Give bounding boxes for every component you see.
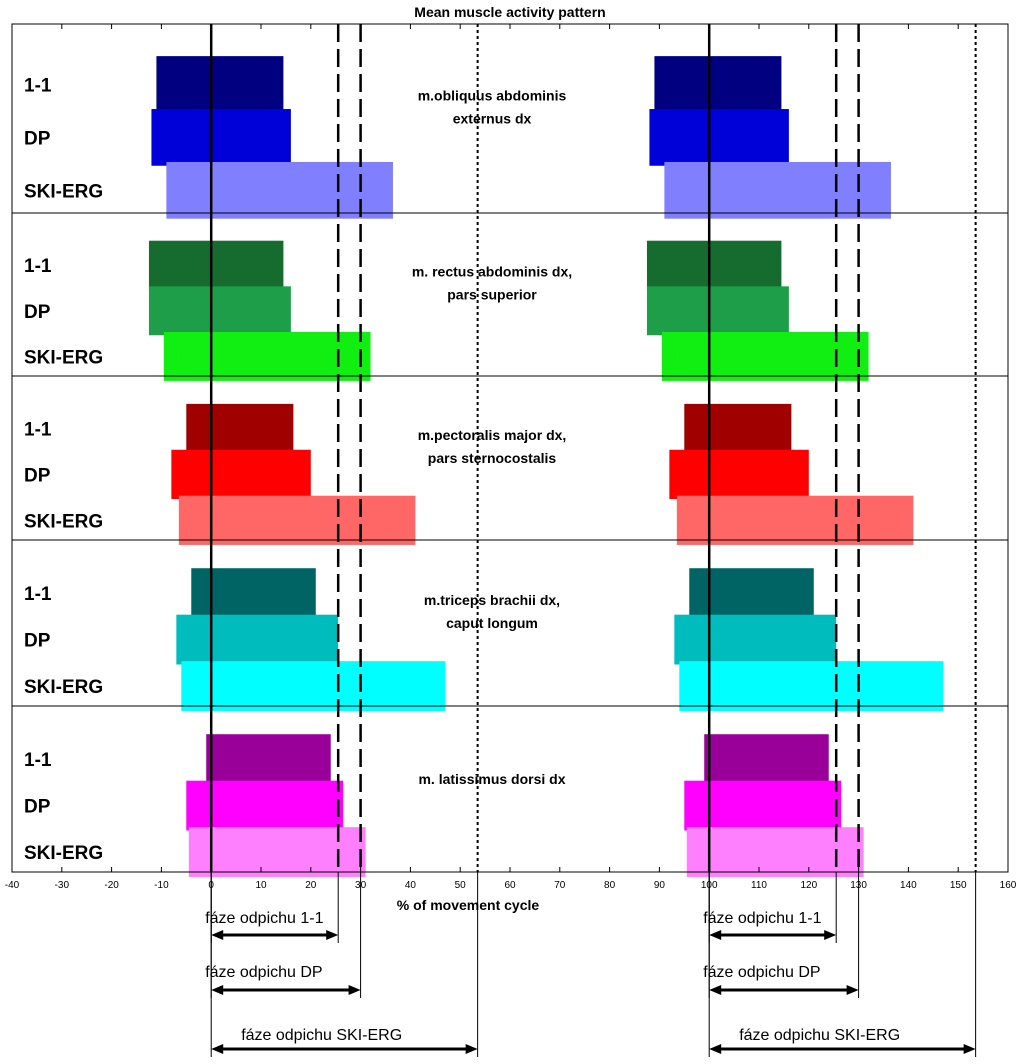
phase-arrow-head [326,930,339,940]
x-tick-label: 140 [900,880,917,891]
phase-arrow-head [709,930,722,940]
x-tick-label: 70 [554,880,566,891]
technique-label-dp: DP [24,302,51,323]
x-tick-label: 40 [405,880,417,891]
x-tick-label: -30 [55,880,70,891]
activity-bar-ski-erg [181,348,356,365]
technique-label-1-1: 1-1 [24,256,52,277]
phase-arrow-head [709,985,722,995]
activity-bar-dp [714,797,804,815]
phase-arrow-head [211,1044,224,1054]
activity-bar-1-1 [203,584,291,602]
muscle-name: externus dx [453,111,532,127]
phase-arrow-head [709,1044,722,1054]
x-tick-label: -10 [154,880,169,891]
phase-arrow-head [348,985,361,995]
activity-bar-1-1 [186,256,247,274]
row-labels: 1-1 DP SKI-ERG 1-1 DP SKI-ERG 1-1 DP SKI-ERG 1-1 D… [24,75,103,864]
x-tick-label: -40 [5,880,20,891]
technique-label-dp: DP [24,465,51,486]
x-tick-label: 150 [950,880,967,891]
technique-label-dp: DP [24,631,51,652]
technique-label-1-1: 1-1 [24,584,52,605]
phase-annotations: fáze odpichu 1-1 fáze odpichu DP fáze odpi… [205,872,977,1057]
technique-label-ski-erg: SKI-ERG [24,181,103,202]
x-tick-label: 10 [255,880,267,891]
technique-label-dp: DP [24,797,51,818]
phase-arrow-head [211,985,224,995]
activity-bar-ski-erg [201,511,393,529]
technique-label-ski-erg: SKI-ERG [24,347,103,368]
activity-bar-1-1 [701,584,789,602]
activity-bar-ski-erg [699,511,891,529]
x-axis-label: % of movement cycle [397,897,540,913]
technique-label-1-1: 1-1 [24,419,52,440]
muscle-name: m.pectoralis major dx, [418,427,567,443]
phase-arrow-head [211,930,224,940]
bars-layer [148,56,944,877]
activity-bar-1-1 [201,74,252,95]
activity-bar-1-1 [719,420,759,437]
phase-arrow-head [465,1044,478,1054]
muscle-name: pars superior [447,287,537,303]
activity-bar-1-1 [716,750,794,768]
phase-label: fáze odpichu 1-1 [703,910,821,927]
phase-label: fáze odpichu 1-1 [205,910,323,927]
activity-bar-ski-erg [691,180,857,200]
activity-bar-dp [196,127,242,148]
activity-bar-dp [699,466,769,483]
muscle-names: m.obliquus abdominis externus dx m. rectus… [412,88,572,788]
activity-bar-dp [201,631,296,649]
activity-bar-1-1 [221,420,261,437]
phase-label: fáze odpichu SKI-ERG [739,1027,900,1044]
plot-frame [11,23,1009,873]
activity-bar-dp [684,302,740,320]
activity-bar-1-1 [218,750,296,768]
activity-bar-ski-erg [696,677,924,695]
x-tick-label: 160 [1000,880,1017,891]
x-tick-label: 90 [654,880,666,891]
activity-bar-1-1 [684,256,745,274]
technique-label-1-1: 1-1 [24,750,52,771]
x-tick-label: 120 [800,880,817,891]
phase-label: fáze odpichu SKI-ERG [241,1027,402,1044]
reference-lines [209,24,977,872]
activity-bar-ski-erg [721,843,809,861]
activity-bar-dp [201,466,271,483]
x-tick-label: 60 [504,880,516,891]
x-tick-label: 110 [751,880,767,891]
activity-bar-ski-erg [679,348,854,365]
technique-label-ski-erg: SKI-ERG [24,677,103,698]
x-tick-label: 50 [455,880,467,891]
phase-label: fáze odpichu DP [205,964,322,981]
x-tick-label: -20 [104,880,119,891]
activity-bar-ski-erg [193,180,359,200]
chart-title: Mean muscle activity pattern [414,4,605,20]
activity-bar-dp [694,127,740,148]
phase-label: fáze odpichu DP [703,964,820,981]
muscle-name: m. latissimus dorsi dx [418,771,565,787]
muscle-name: m.triceps brachii dx, [424,592,560,608]
x-tick-label: 80 [604,880,616,891]
technique-label-1-1: 1-1 [24,75,52,96]
muscle-name: m. rectus abdominis dx, [412,264,572,280]
x-tick-label: 20 [305,880,317,891]
activity-bar-dp [186,302,242,320]
activity-bar-dp [216,797,306,815]
activity-bar-dp [699,631,794,649]
activity-bar-ski-erg [223,843,311,861]
technique-label-ski-erg: SKI-ERG [24,843,103,864]
phase-arrow-head [963,1044,976,1054]
muscle-name: m.obliquus abdominis [418,88,567,104]
activity-bar-1-1 [699,74,750,95]
phase-arrow-head [846,985,859,995]
phase-arrow-head [824,930,837,940]
technique-label-ski-erg: SKI-ERG [24,511,103,532]
muscle-name: pars sternocostalis [428,450,557,466]
muscle-name: caput longum [446,615,538,631]
technique-label-dp: DP [24,128,51,149]
activity-bar-ski-erg [198,677,426,695]
